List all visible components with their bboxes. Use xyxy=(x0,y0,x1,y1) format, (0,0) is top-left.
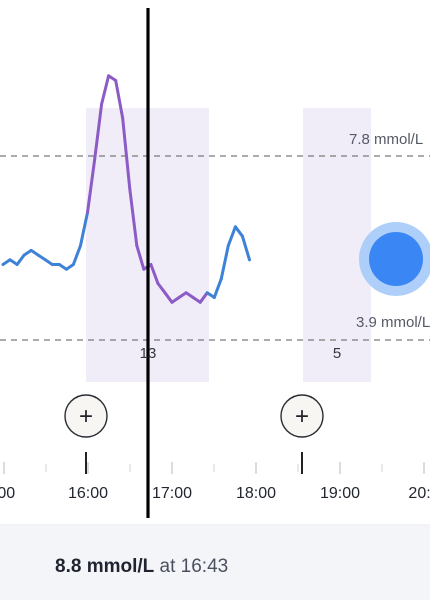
current-reading-marker[interactable] xyxy=(359,222,430,296)
series-segment xyxy=(240,234,251,262)
series-segment xyxy=(219,244,230,281)
series-segment xyxy=(149,263,160,285)
low-threshold-label: 3.9 mmol/L xyxy=(356,314,430,331)
current-reading-time: at 16:43 xyxy=(159,556,229,577)
glucose-chart-svg: 7.8 mmol/L 3.9 mmol/L 13 5 + + :0 xyxy=(0,8,430,526)
plus-icon: + xyxy=(295,403,309,430)
series-segment xyxy=(163,291,174,304)
add-event-button-1[interactable]: + xyxy=(64,394,108,438)
glucose-chart[interactable]: 7.8 mmol/L 3.9 mmol/L 13 5 + + :0 xyxy=(0,0,430,526)
event-counts: 13 5 xyxy=(140,345,342,362)
glucose-series xyxy=(1,74,251,304)
reference-lines: 7.8 mmol/L 3.9 mmol/L xyxy=(0,131,430,341)
time-tick-label: 18:00 xyxy=(236,485,276,502)
time-tick-label: 19:00 xyxy=(320,485,360,502)
series-segment xyxy=(135,244,146,271)
time-tick-label: 16:00 xyxy=(68,485,108,502)
series-segment xyxy=(71,244,82,266)
event-count-1: 13 xyxy=(140,345,157,362)
series-segment xyxy=(156,281,167,295)
series-segment xyxy=(198,291,209,304)
add-event-button-2[interactable]: + xyxy=(280,394,324,438)
current-marker-dot xyxy=(369,232,423,286)
event-markers xyxy=(85,452,303,474)
event-count-2: 5 xyxy=(333,345,341,362)
series-segment xyxy=(93,102,104,163)
time-tick-label: :00 xyxy=(0,485,15,502)
series-segment xyxy=(100,74,111,106)
time-tick-label: 17:00 xyxy=(152,485,192,502)
series-segment xyxy=(233,225,244,238)
current-reading-value: 8.8 mmol/L xyxy=(55,556,155,577)
plus-icon: + xyxy=(79,403,93,430)
series-segment xyxy=(15,253,26,266)
series-segment xyxy=(128,187,139,248)
series-segment xyxy=(79,211,89,248)
event-area-2 xyxy=(303,108,371,382)
series-segment xyxy=(226,225,237,248)
series-segment xyxy=(121,116,132,191)
series-segment xyxy=(114,79,125,120)
series-segment xyxy=(212,277,223,299)
time-axis: :00 16:00 17:00 18:00 19:00 20:0 xyxy=(0,462,430,502)
current-reading-summary: 8.8 mmol/L at 16:43 xyxy=(55,556,228,578)
time-tick-label: 20:0 xyxy=(408,485,430,502)
high-threshold-label: 7.8 mmol/L xyxy=(349,131,423,148)
series-segment xyxy=(86,159,96,215)
